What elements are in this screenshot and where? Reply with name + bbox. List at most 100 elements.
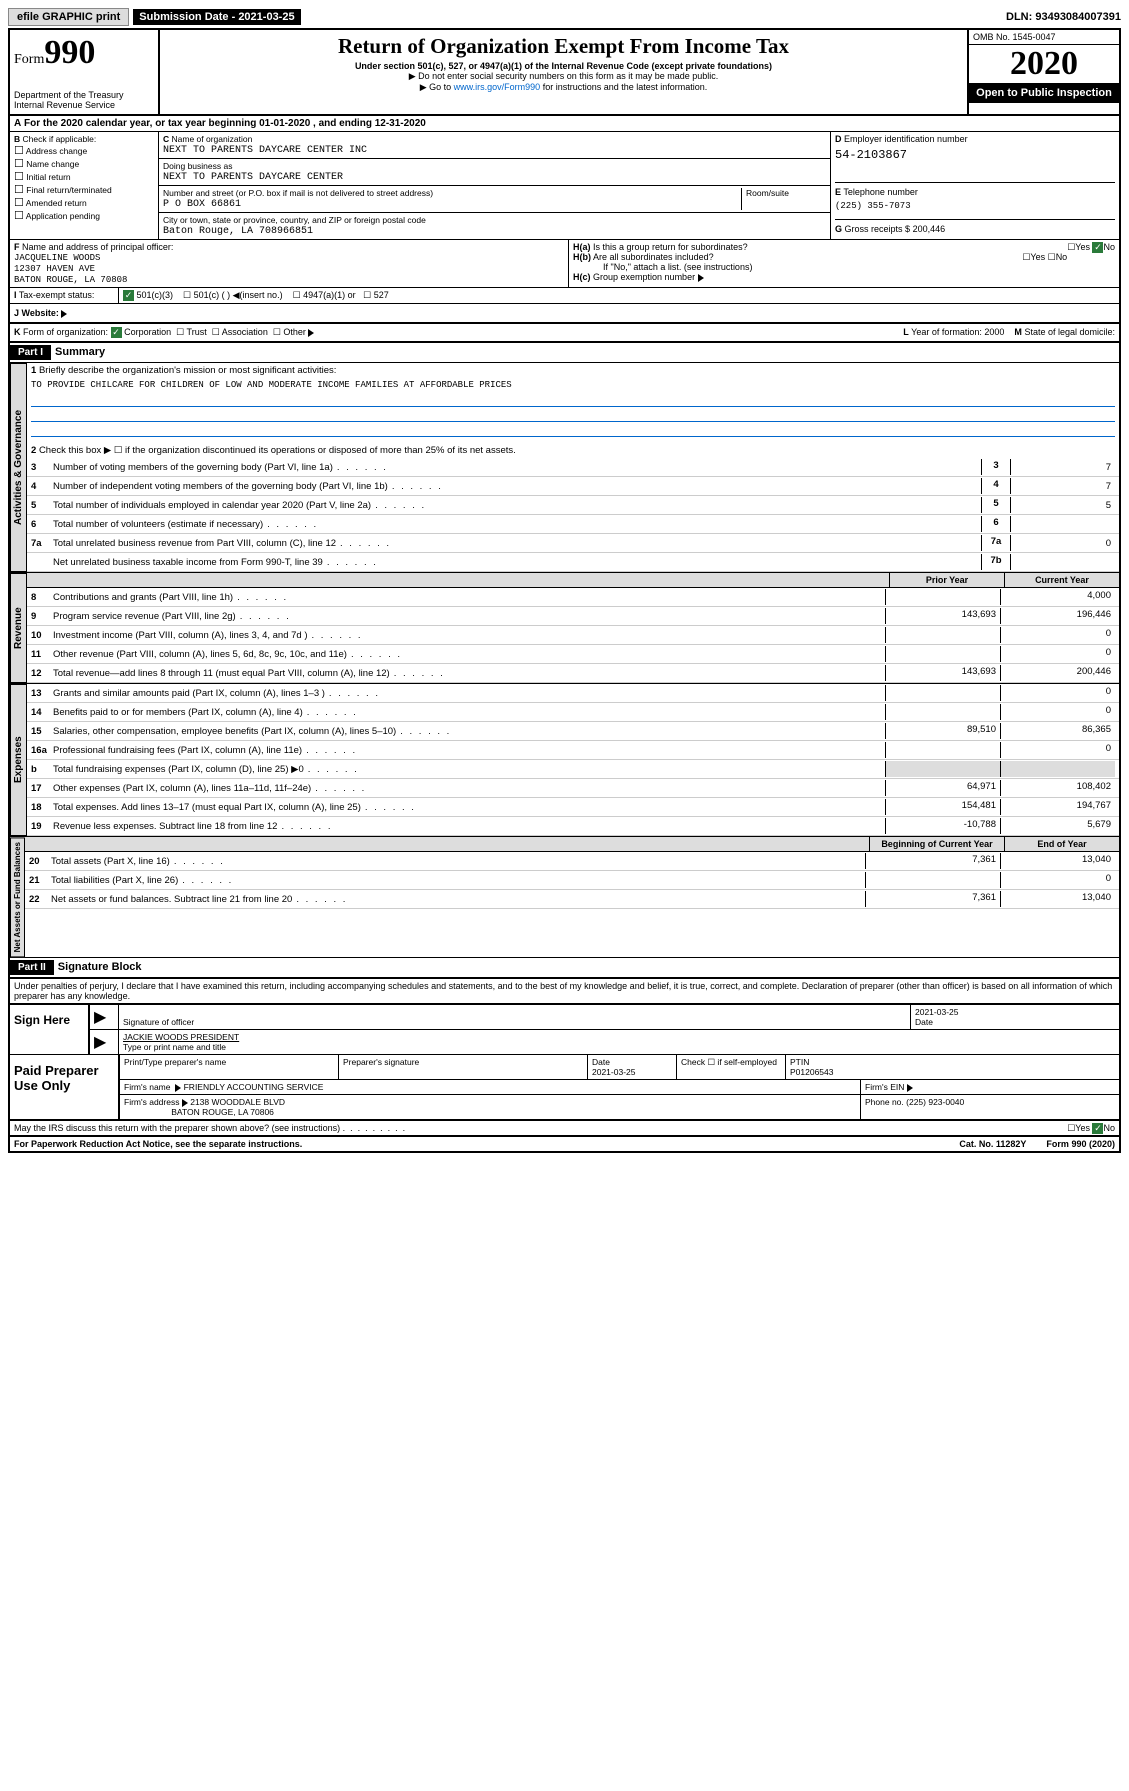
vert-expenses: Expenses: [10, 684, 27, 836]
data-line: 19Revenue less expenses. Subtract line 1…: [27, 817, 1119, 836]
sign-section: Sign Here ▶ Signature of officer 2021-03…: [10, 1003, 1119, 1055]
subtitle-3: ▶ Go to www.irs.gov/Form990 for instruct…: [164, 82, 963, 93]
ptin: P01206543: [790, 1067, 834, 1077]
row-j: J Website:: [10, 304, 1119, 324]
box-f: F Name and address of principal officer:…: [10, 240, 569, 287]
section-revenue: Revenue Prior YearCurrent Year 8Contribu…: [10, 573, 1119, 684]
form-container: Form990 Department of the TreasuryIntern…: [8, 28, 1121, 1153]
org-name: NEXT TO PARENTS DAYCARE CENTER INC: [163, 145, 367, 156]
box-b: B Check if applicable: ☐ Address change …: [10, 132, 159, 239]
row-fh: F Name and address of principal officer:…: [10, 240, 1119, 288]
dln: DLN: 93493084007391: [1006, 11, 1121, 23]
city-state-zip: Baton Rouge, LA 708966851: [163, 226, 313, 237]
data-line: bTotal fundraising expenses (Part IX, co…: [27, 760, 1119, 779]
check-no-icon: ✓: [1092, 242, 1103, 253]
data-line: 10Investment income (Part VIII, column (…: [27, 626, 1119, 645]
gov-line: 6Total number of volunteers (estimate if…: [27, 515, 1119, 534]
paid-preparer-label: Paid Preparer Use Only: [10, 1055, 118, 1119]
firm-name: FRIENDLY ACCOUNTING SERVICE: [184, 1082, 324, 1092]
box-c: C Name of organizationNEXT TO PARENTS DA…: [159, 132, 831, 239]
phone: (225) 355-7073: [835, 201, 1115, 211]
arrow-icon: [698, 274, 704, 282]
sign-date: 2021-03-25: [915, 1007, 958, 1017]
gov-line: 4Number of independent voting members of…: [27, 477, 1119, 496]
data-line: 21Total liabilities (Part X, line 26)0: [25, 871, 1119, 890]
firm-phone: (225) 923-0040: [906, 1097, 964, 1107]
section-governance: Activities & Governance 1 Briefly descri…: [10, 363, 1119, 573]
data-line: 14Benefits paid to or for members (Part …: [27, 703, 1119, 722]
form-label: Form: [14, 52, 44, 67]
officer-signature-name: JACKIE WOODS PRESIDENT: [123, 1032, 239, 1042]
row-bcd: B Check if applicable: ☐ Address change …: [10, 132, 1119, 240]
discuss-row: May the IRS discuss this return with the…: [10, 1121, 1119, 1137]
mission-text: TO PROVIDE CHILCARE FOR CHILDREN OF LOW …: [27, 378, 1119, 392]
firm-addr1: 2138 WOODDALE BLVD: [190, 1097, 285, 1107]
arrow-icon: [907, 1084, 913, 1092]
officer-name: JACQUELINE WOODS: [14, 253, 100, 263]
efile-button[interactable]: efile GRAPHIC print: [8, 8, 129, 26]
section-expenses: Expenses 13Grants and similar amounts pa…: [10, 684, 1119, 837]
data-line: 8Contributions and grants (Part VIII, li…: [27, 588, 1119, 607]
irs-link[interactable]: www.irs.gov/Form990: [454, 82, 541, 92]
row-i: I Tax-exempt status: ✓ 501(c)(3) ☐ 501(c…: [10, 288, 1119, 304]
arrow-icon: [308, 329, 314, 337]
subtitle-2: ▶ Do not enter social security numbers o…: [164, 71, 963, 82]
officer-addr1: 12307 HAVEN AVE: [14, 264, 95, 274]
form-title: Return of Organization Exempt From Incom…: [164, 34, 963, 59]
section-netassets: Net Assets or Fund Balances Beginning of…: [10, 837, 1119, 958]
dba: NEXT TO PARENTS DAYCARE CENTER: [163, 172, 343, 183]
submission-date: Submission Date - 2021-03-25: [133, 9, 300, 25]
data-line: 16aProfessional fundraising fees (Part I…: [27, 741, 1119, 760]
gross-receipts: 200,446: [913, 224, 946, 234]
top-bar: efile GRAPHIC print Submission Date - 20…: [8, 8, 1121, 26]
data-line: 15Salaries, other compensation, employee…: [27, 722, 1119, 741]
paid-preparer-section: Paid Preparer Use Only Print/Type prepar…: [10, 1055, 1119, 1121]
year-formation: 2000: [984, 327, 1004, 337]
row-klm: K Form of organization: ✓ Corporation ☐ …: [10, 324, 1119, 343]
data-line: 22Net assets or fund balances. Subtract …: [25, 890, 1119, 909]
check-corp-icon: ✓: [111, 327, 122, 338]
gov-line: 7aTotal unrelated business revenue from …: [27, 534, 1119, 553]
dept-label: Department of the TreasuryInternal Reven…: [14, 90, 154, 110]
vert-revenue: Revenue: [10, 573, 27, 683]
check-no-icon: ✓: [1092, 1123, 1103, 1134]
tax-year: 2020: [969, 45, 1119, 83]
data-line: 17Other expenses (Part IX, column (A), l…: [27, 779, 1119, 798]
data-line: 13Grants and similar amounts paid (Part …: [27, 684, 1119, 703]
data-line: 12Total revenue—add lines 8 through 11 (…: [27, 664, 1119, 683]
omb-number: OMB No. 1545-0047: [969, 30, 1119, 45]
arrow-icon: [61, 310, 67, 318]
gov-line: Net unrelated business taxable income fr…: [27, 553, 1119, 572]
vert-netassets: Net Assets or Fund Balances: [10, 837, 25, 957]
arrow-icon: ▶: [90, 1005, 119, 1029]
part2-header: Part IISignature Block: [10, 958, 1119, 979]
vert-governance: Activities & Governance: [10, 363, 27, 572]
sign-here-label: Sign Here: [10, 1005, 88, 1054]
firm-addr2: BATON ROUGE, LA 70806: [171, 1107, 274, 1117]
form-header: Form990 Department of the TreasuryIntern…: [10, 30, 1119, 116]
footer: For Paperwork Reduction Act Notice, see …: [10, 1137, 1119, 1151]
subtitle-1: Under section 501(c), 527, or 4947(a)(1)…: [164, 61, 963, 71]
gov-line: 3Number of voting members of the governi…: [27, 458, 1119, 477]
check-501c3-icon: ✓: [123, 290, 134, 301]
open-public-badge: Open to Public Inspection: [969, 83, 1119, 103]
arrow-icon: ▶: [90, 1030, 119, 1054]
preparer-date: 2021-03-25: [592, 1067, 635, 1077]
revenue-header: Prior YearCurrent Year: [27, 573, 1119, 588]
room-suite: Room/suite: [741, 188, 826, 210]
netassets-header: Beginning of Current YearEnd of Year: [25, 837, 1119, 852]
part1-header: Part ISummary: [10, 343, 1119, 363]
box-de: D Employer identification number54-21038…: [831, 132, 1119, 239]
arrow-icon: [182, 1099, 188, 1107]
data-line: 20Total assets (Part X, line 16)7,36113,…: [25, 852, 1119, 871]
street-address: P O BOX 66861: [163, 199, 241, 210]
officer-addr2: BATON ROUGE, LA 70808: [14, 275, 127, 285]
data-line: 9Program service revenue (Part VIII, lin…: [27, 607, 1119, 626]
box-h: H(a) Is this a group return for subordin…: [569, 240, 1119, 287]
arrow-icon: [175, 1084, 181, 1092]
form-number: 990: [44, 34, 95, 71]
period-row: A For the 2020 calendar year, or tax yea…: [10, 116, 1119, 132]
perjury-statement: Under penalties of perjury, I declare th…: [10, 979, 1119, 1003]
data-line: 18Total expenses. Add lines 13–17 (must …: [27, 798, 1119, 817]
gov-line: 5Total number of individuals employed in…: [27, 496, 1119, 515]
